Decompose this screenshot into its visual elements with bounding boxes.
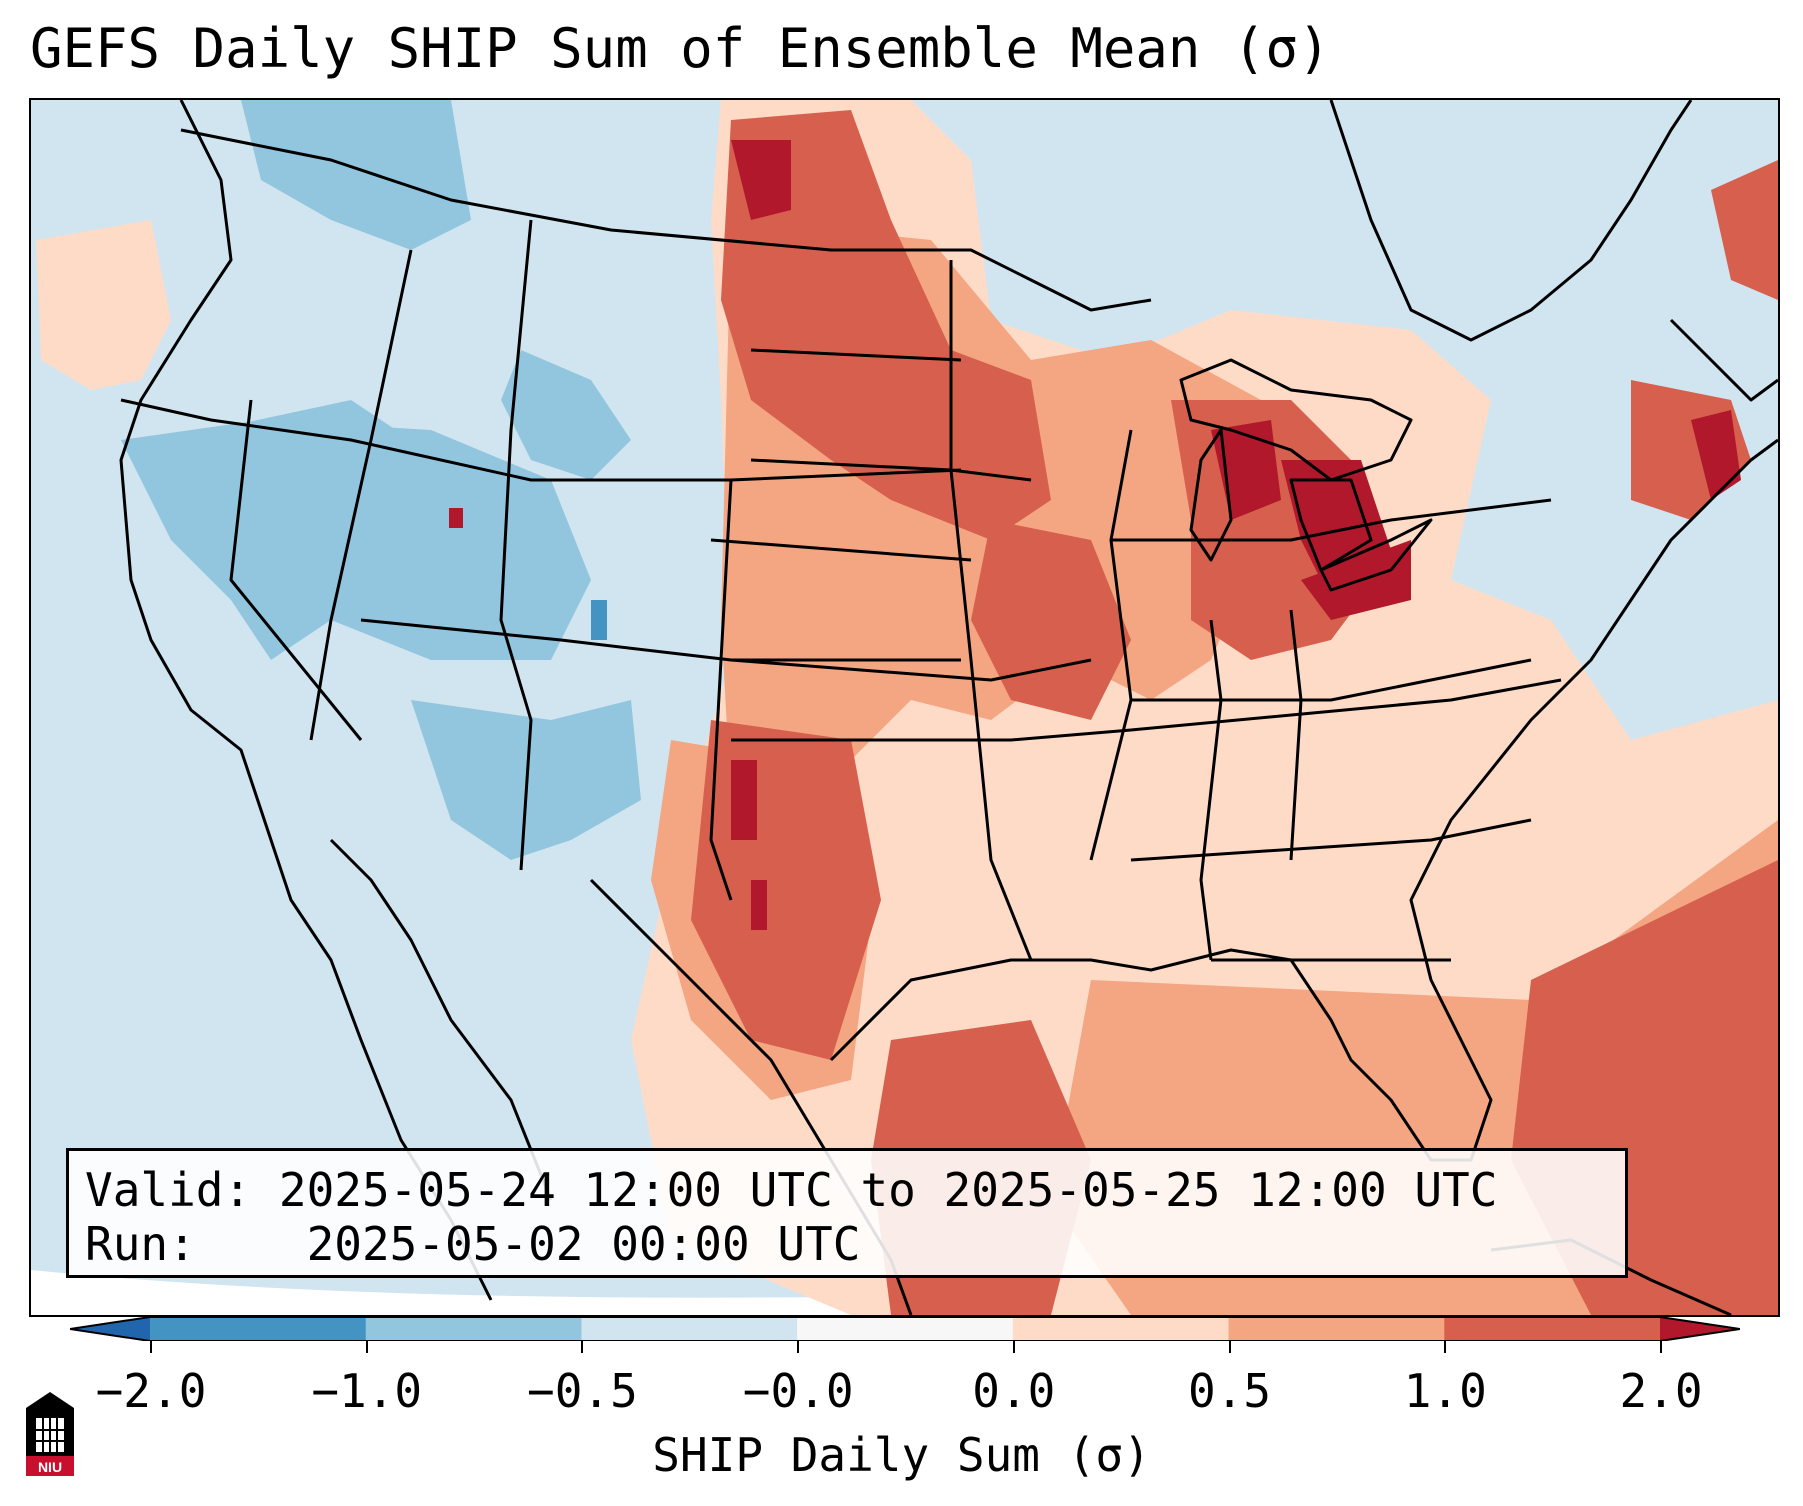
colorbar-tick-label: −0.5 [527,1364,638,1418]
colorbar-bin [797,1317,1013,1341]
niu-logo: NIU [22,1388,78,1480]
colorbar-label: SHIP Daily Sum (σ) [0,1428,1803,1482]
colorbar-bin [70,1317,150,1341]
colorbar-tick-label: 0.5 [1188,1364,1271,1418]
colorbar-tick-label: 1.0 [1404,1364,1487,1418]
colorbar-tick-mark [797,1341,799,1353]
colorbar-tick-mark [150,1341,152,1353]
colorbar-bin [150,1317,366,1341]
map-canvas [31,100,1778,1315]
colorbar-tick-mark [1660,1341,1662,1353]
run-value: 2025-05-02 00:00 UTC [307,1217,861,1271]
colorbar-tick-label: −1.0 [311,1364,422,1418]
colorbar-tick-mark [366,1341,368,1353]
colorbar-tick-label: −0.0 [743,1364,854,1418]
colorbar-tick-mark [1444,1341,1446,1353]
map-title: GEFS Daily SHIP Sum of Ensemble Mean (σ) [30,22,1330,76]
colorbar [70,1317,1740,1341]
valid-value: 2025-05-24 12:00 UTC to 2025-05-25 12:00… [279,1163,1498,1217]
colorbar-tick-mark [1013,1341,1015,1353]
colorbar-bin [366,1317,582,1341]
ship-anomaly-map [29,98,1780,1317]
colorbar-bin [1444,1317,1660,1341]
colorbar-tick-mark [1229,1341,1231,1353]
niu-logo-text: NIU [38,1459,62,1475]
valid-label: Valid: [85,1163,251,1217]
colorbar-bin [1229,1317,1445,1341]
valid-run-box: Valid: 2025-05-24 12:00 UTC to 2025-05-2… [66,1148,1628,1278]
colorbar-tick-label: −2.0 [96,1364,207,1418]
run-label: Run: [85,1217,196,1271]
colorbar-bin [1660,1317,1740,1341]
colorbar-tick-label: 0.0 [972,1364,1055,1418]
colorbar-bin [1013,1317,1229,1341]
colorbar-bin [581,1317,797,1341]
colorbar-tick-mark [581,1341,583,1353]
colorbar-tick-label: 2.0 [1619,1364,1702,1418]
